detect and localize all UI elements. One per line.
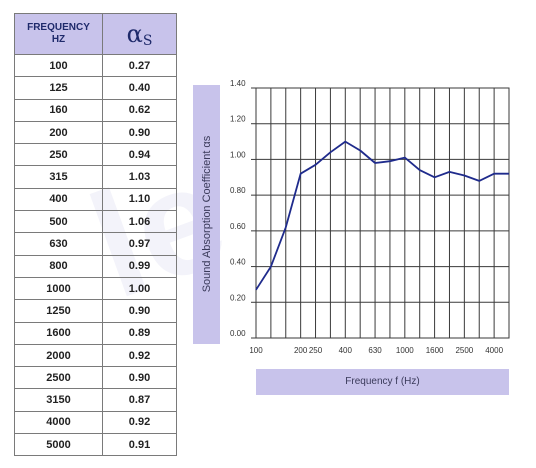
frequency-cell: 315 xyxy=(14,165,103,189)
table-row: 500 1.06 xyxy=(14,210,177,234)
alpha-subscript: S xyxy=(142,32,153,49)
table-row: 250 0.94 xyxy=(14,143,177,167)
table-row: 5000 0.91 xyxy=(14,433,177,457)
table-row: 160 0.62 xyxy=(14,98,177,122)
alpha-column-header: αS xyxy=(102,13,177,55)
x-tick-label: 2500 xyxy=(455,346,473,355)
y-tick-label: 0.60 xyxy=(230,222,246,231)
plot-border xyxy=(255,87,510,339)
x-tick-label: 1000 xyxy=(396,346,414,355)
y-axis-label-band xyxy=(193,85,220,344)
frequency-cell: 5000 xyxy=(14,433,103,457)
y-tick-label: 1.00 xyxy=(230,150,246,159)
alpha-symbol: α xyxy=(126,19,143,48)
table-row: 100 0.27 xyxy=(14,53,177,78)
table-row: 400 1.10 xyxy=(14,187,177,212)
absorption-series-line xyxy=(255,140,509,291)
x-axis-label: Frequency f (Hz) xyxy=(345,376,420,387)
x-axis-label-band: Frequency f (Hz) xyxy=(256,369,509,395)
x-tick-label: 400 xyxy=(339,346,353,355)
frequency-header-line1: FREQUENCY xyxy=(27,22,90,33)
y-tick-label: 0.40 xyxy=(230,258,246,267)
table-row: 1250 0.90 xyxy=(14,299,177,323)
alpha-cell: 0.87 xyxy=(102,388,177,412)
frequency-column-header: FREQUENCY HZ xyxy=(14,13,103,55)
x-tick-label: 630 xyxy=(368,346,382,355)
table-row: 3150 0.87 xyxy=(14,388,177,412)
alpha-cell: 1.06 xyxy=(102,210,177,234)
table-row: 4000 0.92 xyxy=(14,410,177,435)
frequency-header-line2: HZ xyxy=(51,34,66,45)
plot-area xyxy=(256,88,509,338)
table-row: 2500 0.90 xyxy=(14,366,177,390)
table-body: 100 0.27 125 0.40 160 0.62 200 0.90 250 0.94 315 1.… xyxy=(14,53,177,457)
y-tick-label: 0.80 xyxy=(230,186,246,195)
x-tick-label: 100 xyxy=(249,346,263,355)
y-tick-label: 0.20 xyxy=(230,293,246,302)
x-tick-label: 200 xyxy=(294,346,308,355)
y-tick-label: 1.40 xyxy=(230,79,246,88)
x-tick-label: 1600 xyxy=(426,346,444,355)
absorption-table: FREQUENCY HZ αS 100 0.27 125 0.40 160 0.62 200… xyxy=(14,13,177,457)
y-tick-label: 0.00 xyxy=(230,329,246,338)
x-tick-label: 250 xyxy=(309,346,323,355)
table-header-row: FREQUENCY HZ αS xyxy=(14,13,177,55)
alpha-cell: 0.40 xyxy=(102,76,177,100)
x-tick-label: 4000 xyxy=(485,346,503,355)
frequency-cell: 800 xyxy=(14,254,103,278)
table-row: 800 0.99 xyxy=(14,254,177,278)
alpha-cell: 0.27 xyxy=(102,53,177,78)
y-tick-label: 1.20 xyxy=(230,115,246,124)
alpha-cell: 0.91 xyxy=(102,433,177,457)
alpha-cell: 0.99 xyxy=(102,254,177,278)
